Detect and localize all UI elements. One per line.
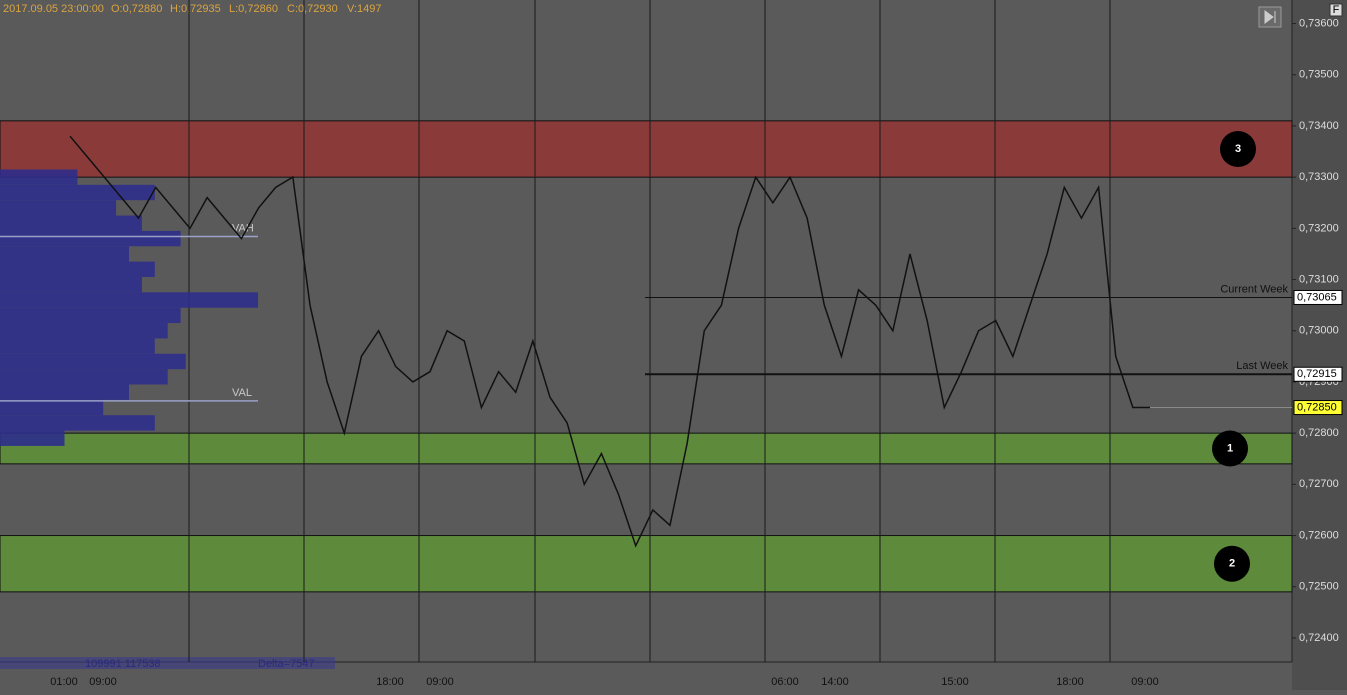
y-tick-label: 0,73100 bbox=[1299, 273, 1339, 285]
profile-bar bbox=[0, 292, 258, 308]
x-tick-label: 09:00 bbox=[89, 676, 117, 688]
header-high: H:0,72935 bbox=[170, 3, 221, 15]
profile-bar bbox=[0, 399, 104, 416]
header-volume: V:1497 bbox=[347, 3, 381, 15]
profile-bar bbox=[0, 276, 142, 293]
header-open: O:0,72880 bbox=[111, 3, 162, 15]
x-tick-label: 14:00 bbox=[821, 676, 849, 688]
x-tick-label: 15:00 bbox=[941, 676, 969, 688]
y-tick-label: 0,73000 bbox=[1299, 325, 1339, 337]
zone-badge bbox=[1214, 545, 1250, 582]
zone bbox=[0, 120, 1293, 178]
zone bbox=[0, 432, 1293, 465]
profile-bar bbox=[0, 307, 181, 324]
price-line-name: Current Week bbox=[1220, 283, 1288, 295]
zone-badge-label: 2 bbox=[1229, 558, 1235, 570]
y-tick-label: 0,73200 bbox=[1299, 222, 1339, 234]
x-tick-label: 18:00 bbox=[1056, 676, 1084, 688]
y-tick-label: 0,73600 bbox=[1299, 17, 1339, 29]
zone bbox=[0, 535, 1293, 593]
footer-volumes: 109991 117538 bbox=[85, 658, 161, 670]
profile-bar bbox=[0, 323, 168, 339]
y-tick-label: 0,72700 bbox=[1299, 478, 1339, 490]
price-line-name: Last Week bbox=[1236, 360, 1288, 372]
y-tick-label: 0,72800 bbox=[1299, 427, 1339, 439]
zone-badge-label: 3 bbox=[1235, 143, 1241, 155]
price-box bbox=[1293, 366, 1343, 382]
price-line-series bbox=[69, 135, 1150, 548]
price-box-label: 0,73065 bbox=[1297, 291, 1337, 303]
profile-bar bbox=[0, 169, 78, 185]
footer-delta: Delta=7547 bbox=[258, 658, 315, 670]
last-price-box bbox=[1293, 400, 1343, 416]
f-button[interactable] bbox=[1329, 3, 1343, 17]
value-area-label: VAL bbox=[232, 387, 252, 399]
last-price-label: 0,72850 bbox=[1297, 401, 1337, 413]
profile-bar bbox=[0, 430, 65, 446]
y-tick-label: 0,72500 bbox=[1299, 581, 1339, 593]
profile-bar bbox=[0, 184, 155, 201]
zone-badge bbox=[1212, 430, 1248, 467]
y-tick-label: 0,73300 bbox=[1299, 171, 1339, 183]
y-tick-label: 0,72600 bbox=[1299, 529, 1339, 541]
header-low: L:0,72860 bbox=[229, 3, 278, 15]
profile-bar bbox=[0, 230, 181, 247]
header-date: 2017.09.05 23:00:00 bbox=[3, 3, 104, 15]
axis-panel bbox=[1292, 0, 1347, 690]
y-tick-label: 0,72400 bbox=[1299, 632, 1339, 644]
y-tick-label: 0,73500 bbox=[1299, 69, 1339, 81]
zone-badge-label: 1 bbox=[1227, 442, 1233, 454]
profile-bar bbox=[0, 338, 155, 354]
header-close: C:0,72930 bbox=[287, 3, 338, 15]
profile-bar bbox=[0, 246, 129, 262]
profile-bar bbox=[0, 215, 142, 231]
x-tick-label: 06:00 bbox=[771, 676, 799, 688]
y-tick-label: 0,73400 bbox=[1299, 120, 1339, 132]
profile-bar bbox=[0, 369, 168, 385]
price-box-label: 0,72915 bbox=[1297, 368, 1337, 380]
profile-bar bbox=[0, 200, 117, 216]
x-tick-label: 18:00 bbox=[376, 676, 404, 688]
profile-bar bbox=[0, 384, 129, 400]
zone-badge bbox=[1220, 130, 1256, 167]
f-label: F bbox=[1333, 4, 1340, 16]
profile-bar bbox=[0, 353, 186, 370]
x-tick-label: 09:00 bbox=[1131, 676, 1159, 688]
price-box bbox=[1293, 289, 1343, 305]
value-area-label: VAH bbox=[232, 222, 254, 234]
x-tick-label: 09:00 bbox=[426, 676, 454, 688]
scroll-icon bbox=[1264, 10, 1276, 24]
footer-bar bbox=[0, 657, 335, 669]
profile-bar bbox=[0, 261, 155, 277]
x-tick-label: 01:00 bbox=[50, 676, 78, 688]
profile-bar bbox=[0, 415, 155, 431]
